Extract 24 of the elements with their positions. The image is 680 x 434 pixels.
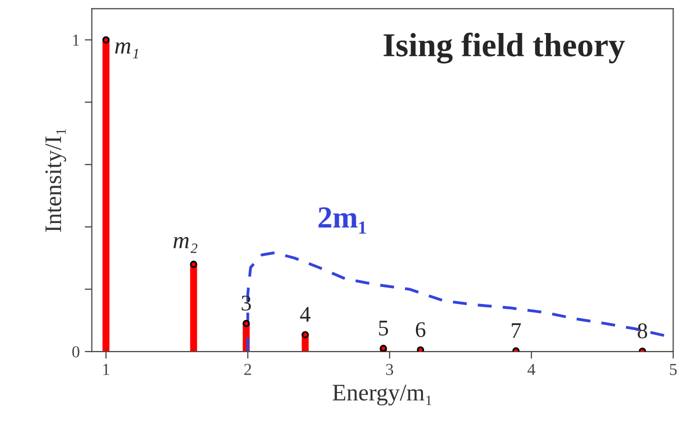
x-tick-label: 4 — [528, 364, 536, 375]
text: Ising field theory — [384, 32, 625, 64]
annotation: m₁ — [115, 42, 138, 58]
annotation: 5 — [379, 320, 388, 336]
annotation: 6 — [416, 322, 426, 338]
x-tick-label: 3 — [386, 364, 394, 376]
point — [302, 331, 309, 338]
annotation: 7 — [512, 323, 521, 338]
y-axis-title: Intensity/I₁ — [45, 129, 66, 232]
x-tick-label: 5 — [670, 364, 677, 376]
point — [242, 320, 250, 328]
annotation: 4 — [300, 307, 310, 322]
point — [416, 346, 424, 352]
series-label: 2m₁ — [318, 207, 366, 234]
annotation: m₂ — [174, 237, 198, 253]
point — [380, 344, 387, 352]
annotation: 8 — [638, 323, 648, 338]
x-tick-label: 2 — [244, 364, 252, 375]
x-tick-label: 1 — [103, 364, 110, 375]
y-tick-label: 0 — [72, 346, 80, 358]
annotation: 3 — [242, 296, 251, 311]
point — [190, 260, 198, 268]
x-axis-title: Energy/m₁ — [332, 384, 432, 406]
point — [102, 36, 110, 44]
